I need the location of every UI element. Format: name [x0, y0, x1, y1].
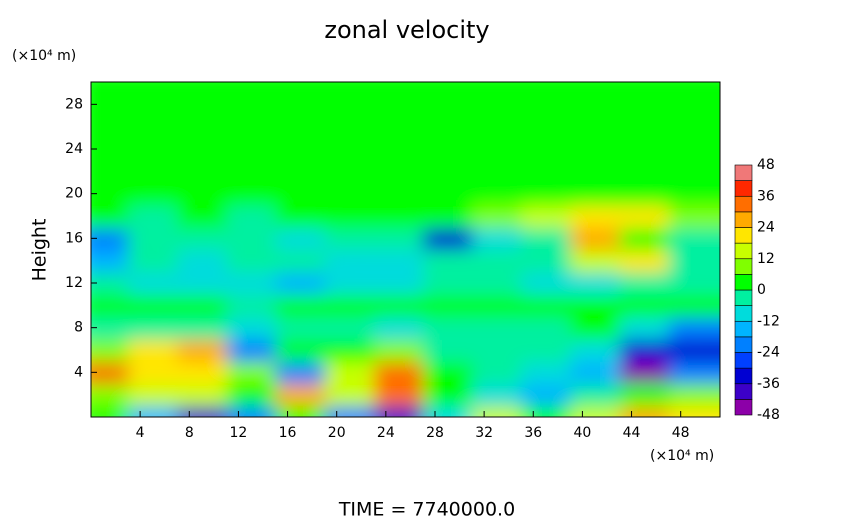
colorbar-label: 12: [757, 251, 775, 267]
colorbar-band: [734, 289, 753, 306]
colorbar-band: [734, 227, 753, 244]
colorbar-label: 24: [757, 220, 775, 236]
plot-frame: [90, 81, 721, 418]
y-axis-label: Height: [29, 219, 51, 282]
colorbar-band: [734, 180, 753, 197]
y-tick-label: 4: [74, 364, 83, 380]
colorbar-band: [734, 367, 753, 385]
x-tick-label: 16: [279, 425, 297, 441]
y-tick-label: 8: [74, 320, 83, 336]
colorbar-label: 48: [757, 157, 775, 173]
y-tick-label: 28: [65, 96, 83, 112]
colorbar-band: [734, 399, 753, 416]
chart-title: zonal velocity: [324, 16, 489, 44]
x-tick-label: 28: [426, 425, 444, 441]
colorbar-label: -36: [757, 376, 780, 392]
x-tick-label: 24: [377, 425, 395, 441]
x-tick-label: 40: [573, 425, 591, 441]
y-tick-label: 12: [65, 275, 83, 291]
colorbar-label: -48: [757, 407, 780, 423]
colorbar-band: [734, 336, 753, 353]
y-tick-label: 24: [65, 141, 83, 157]
x-unit: (×10⁴ m): [650, 448, 714, 464]
colorbar-band: [734, 274, 753, 291]
colorbar-label: 0: [757, 282, 766, 298]
y-tick-label: 16: [65, 230, 83, 246]
x-tick-label: 12: [230, 425, 248, 441]
field: [91, 82, 720, 417]
x-tick-label: 20: [328, 425, 346, 441]
x-tick-label: 32: [475, 425, 493, 441]
colorbar-band: [734, 258, 753, 275]
x-tick-label: 36: [524, 425, 542, 441]
colorbar-band: [734, 305, 753, 322]
colorbar-band: [734, 195, 753, 213]
x-tick-label: 48: [672, 425, 690, 441]
colorbar-band: [734, 320, 753, 338]
x-tick-label: 4: [136, 425, 145, 441]
colorbar-band: [734, 164, 753, 181]
y-unit: (×10⁴ m): [12, 48, 76, 64]
x-tick-label: 44: [623, 425, 641, 441]
colorbar-band: [734, 352, 753, 369]
footer: TIME = 7740000.0: [338, 499, 515, 519]
cell: [668, 82, 720, 117]
x-tick-label: 8: [185, 425, 194, 441]
colorbar-label: 36: [757, 188, 775, 204]
colorbar-label: -24: [757, 345, 780, 361]
cells: [91, 82, 720, 417]
colorbar-label: -12: [757, 313, 780, 329]
y-tick-label: 20: [65, 186, 83, 202]
colorbar-band: [734, 211, 753, 228]
colorbar-band: [734, 242, 753, 260]
colorbar-band: [734, 383, 753, 400]
